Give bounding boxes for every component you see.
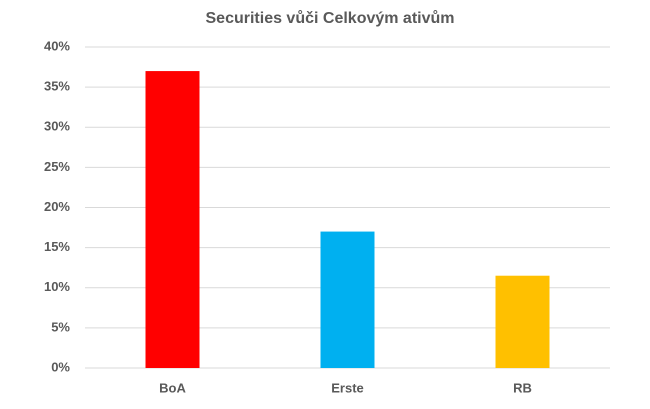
y-tick-label: 20%	[44, 199, 70, 214]
y-tick-label: 0%	[51, 359, 70, 374]
y-tick-label: 35%	[44, 79, 70, 94]
y-tick-label: 10%	[44, 279, 70, 294]
x-tick-label: Erste	[331, 380, 364, 395]
y-tick-label: 5%	[51, 319, 70, 334]
y-tick-label: 40%	[44, 38, 70, 53]
y-tick-label: 30%	[44, 119, 70, 134]
bar	[495, 275, 550, 368]
bar	[320, 231, 375, 368]
chart-title: Securities vůči Celkovým ativům	[206, 10, 455, 27]
x-tick-label: RB	[513, 380, 532, 395]
y-tick-label: 25%	[44, 159, 70, 174]
x-tick-label: BoA	[159, 380, 186, 395]
bar	[145, 71, 200, 368]
y-tick-label: 15%	[44, 239, 70, 254]
